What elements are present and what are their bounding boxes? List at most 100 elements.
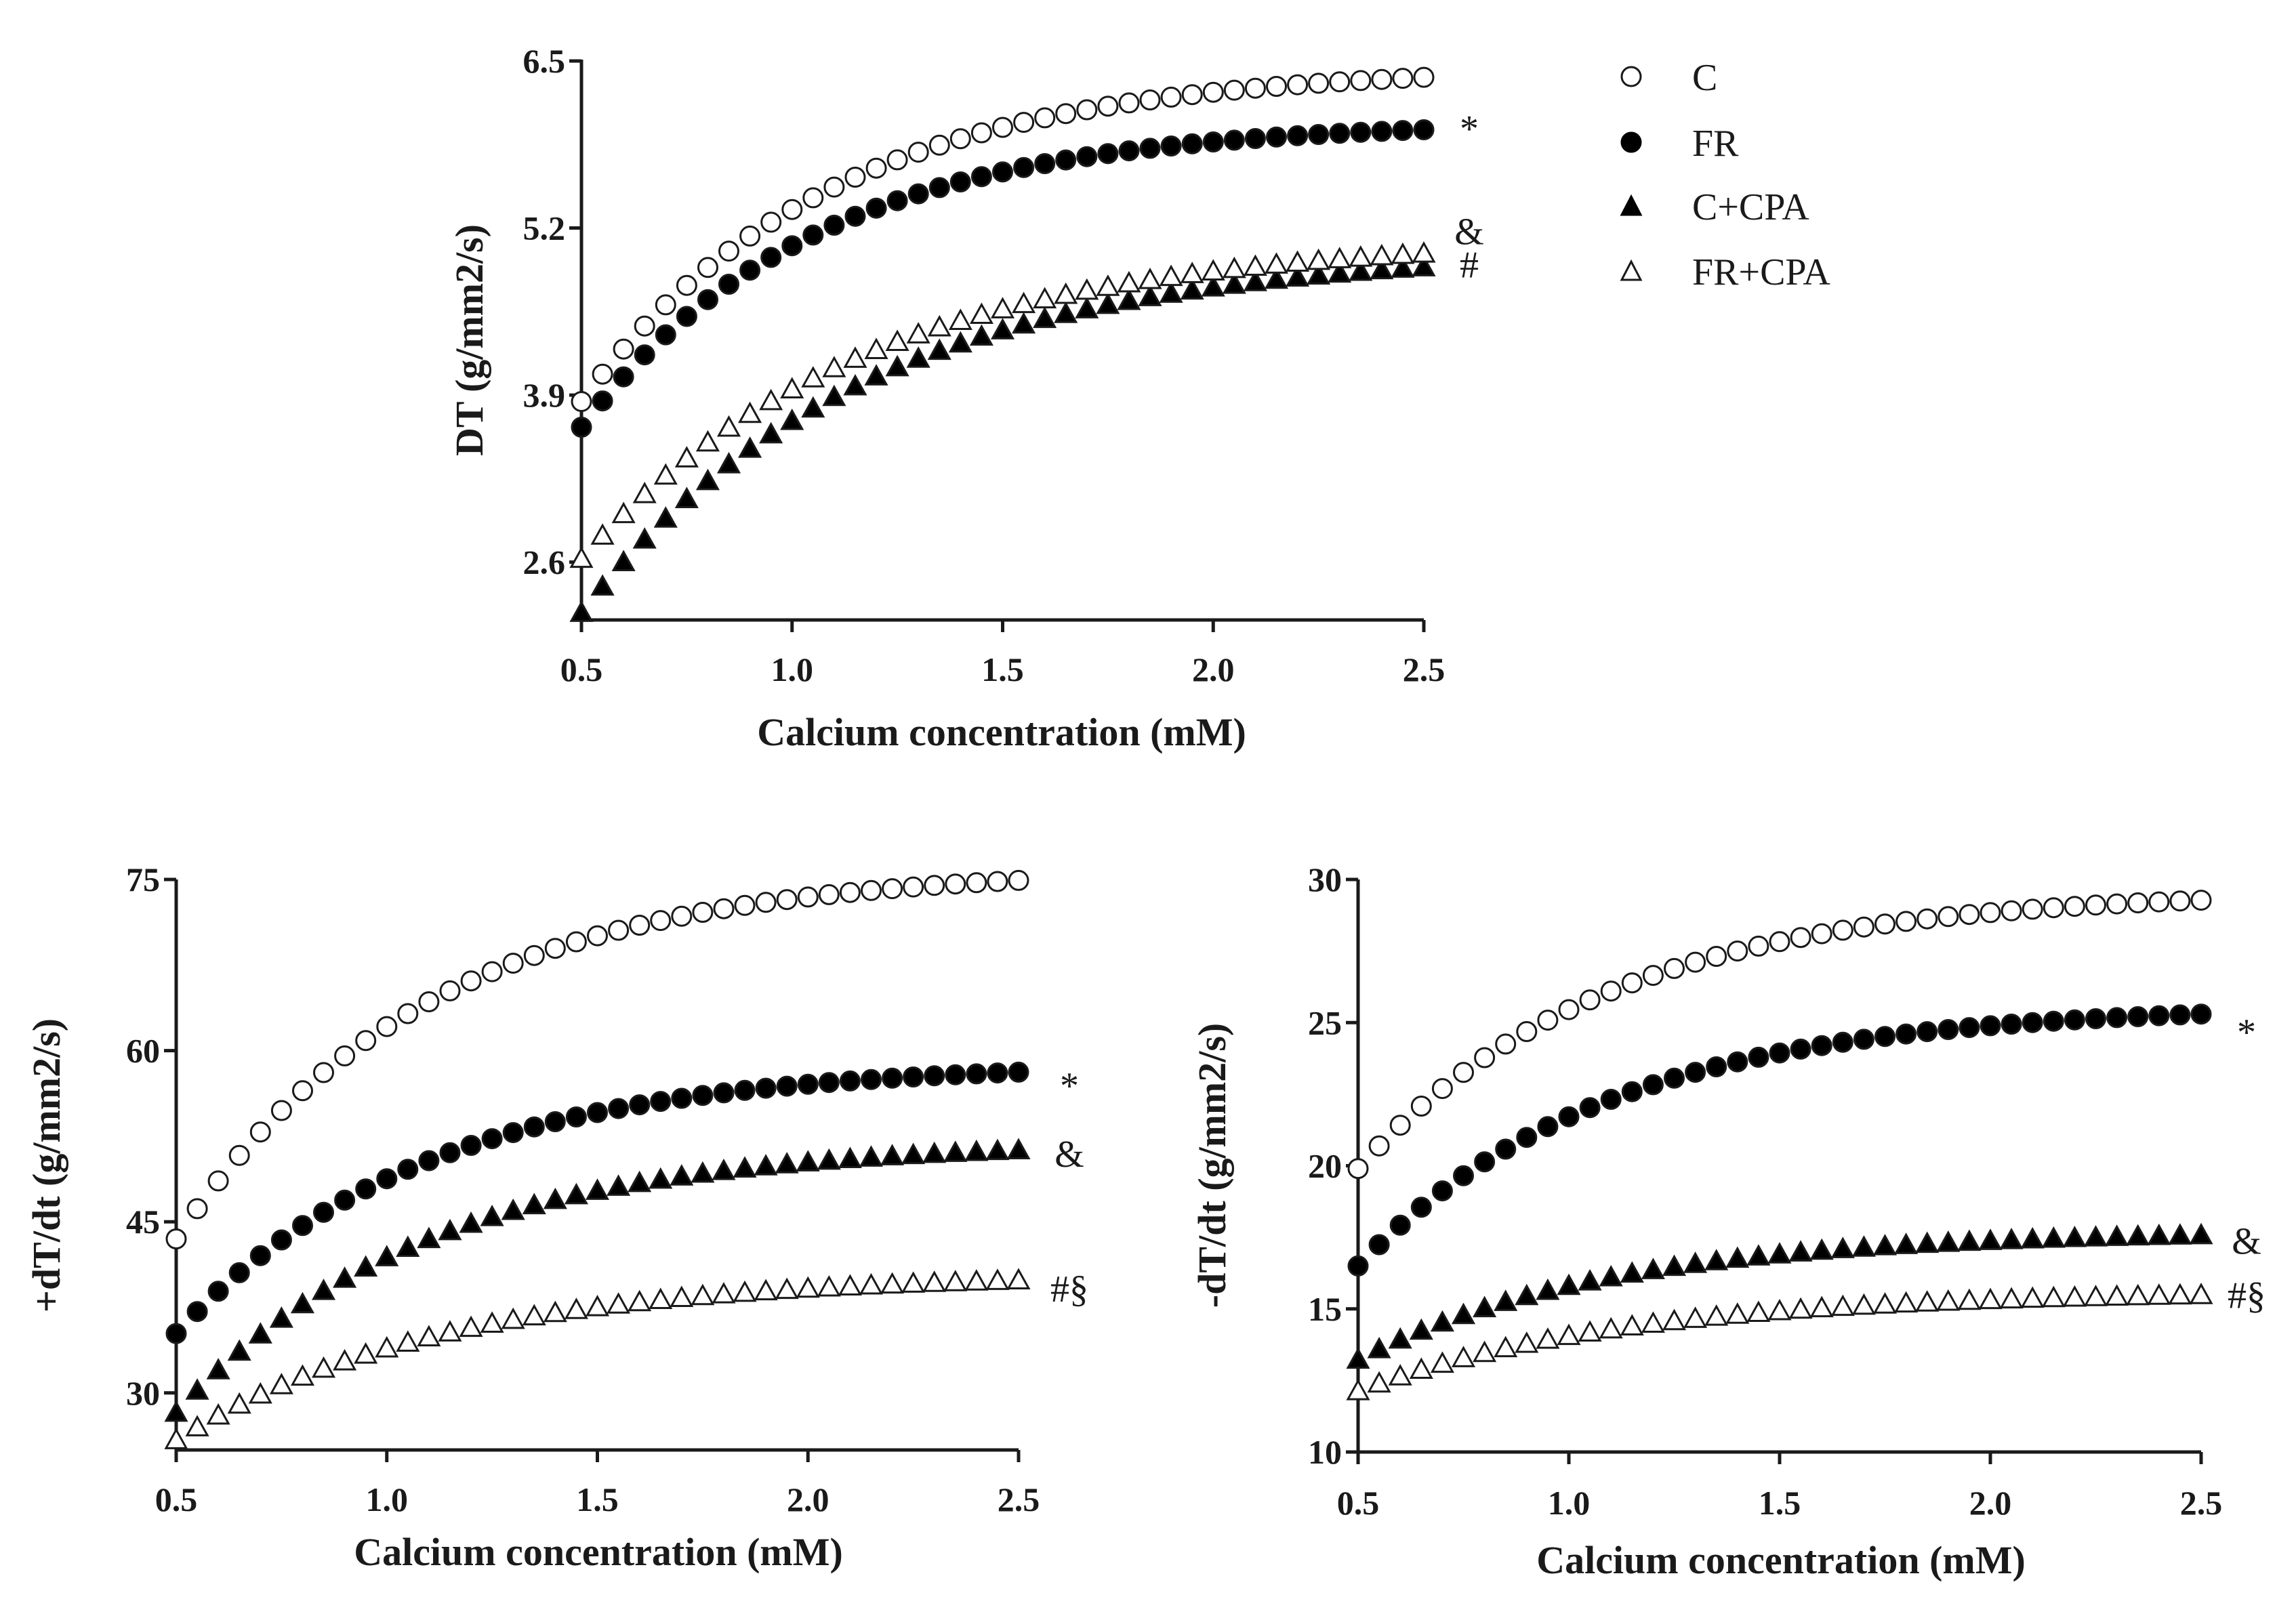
- data-point-triangle-filled: [2020, 1226, 2045, 1249]
- data-point-circle-filled: [1350, 121, 1372, 143]
- data-point-circle-open: [970, 122, 992, 144]
- data-point-circle-open: [992, 117, 1013, 138]
- data-point-circle-filled: [697, 289, 718, 310]
- data-point-triangle-filled: [1704, 1249, 1729, 1270]
- y-tick-label: 20: [1308, 1147, 1342, 1185]
- data-point-circle-open: [713, 898, 735, 919]
- data-point-triangle-filled: [2126, 1224, 2150, 1246]
- data-point-circle-filled: [713, 1082, 735, 1104]
- data-point-triangle-open: [543, 1300, 567, 1323]
- data-point-triangle-filled: [859, 1145, 884, 1167]
- data-point-triangle-open: [206, 1403, 230, 1425]
- y-tick-label: 60: [126, 1032, 160, 1070]
- data-point-circle-open: [718, 241, 739, 262]
- data-point-circle-open: [1266, 76, 1287, 97]
- data-point-triangle-open: [1620, 1314, 1644, 1335]
- data-point-circle-filled: [1008, 1061, 1029, 1083]
- data-point-triangle-filled: [985, 1138, 1010, 1161]
- data-point-triangle-open: [354, 1342, 378, 1364]
- data-point-circle-filled: [1832, 1031, 1853, 1053]
- legend-label: C+CPA: [1692, 186, 1809, 228]
- data-point-triangle-filled: [1957, 1229, 1982, 1251]
- data-point-circle-open: [1389, 1115, 1411, 1136]
- data-point-circle-open: [481, 961, 503, 982]
- annotation-group: * & #§: [1050, 1065, 1088, 1310]
- data-point-circle-open: [924, 875, 945, 896]
- data-point-circle-filled: [2001, 1014, 2022, 1035]
- data-point-triangle-filled: [670, 1164, 694, 1186]
- data-point-circle-open: [249, 1121, 271, 1143]
- x-tick-label: 1.5: [981, 650, 1024, 688]
- data-point-triangle-filled: [459, 1211, 483, 1233]
- data-point-triangle-open: [885, 329, 909, 351]
- data-point-triangle-open: [1767, 1298, 1792, 1321]
- data-point-circle-filled: [1223, 129, 1245, 151]
- significance-marker: *: [2237, 1012, 2256, 1054]
- data-point-circle-open: [1685, 951, 1706, 973]
- data-point-triangle-open: [375, 1335, 399, 1358]
- data-point-circle-filled: [608, 1098, 630, 1119]
- data-point-triangle-filled: [1494, 1289, 1518, 1311]
- data-point-triangle-filled: [569, 600, 594, 622]
- significance-marker: &: [1454, 211, 1484, 253]
- data-point-triangle-filled: [943, 1140, 968, 1162]
- data-point-circle-filled: [823, 214, 845, 236]
- data-point-circle-open: [397, 1003, 419, 1024]
- data-point-triangle-open: [1557, 1323, 1581, 1346]
- series-c: [571, 66, 1435, 413]
- data-point-triangle-open: [1367, 1371, 1391, 1393]
- data-point-circle-open: [802, 187, 824, 209]
- data-point-circle-filled: [886, 190, 908, 211]
- data-point-triangle-filled: [922, 1141, 947, 1163]
- data-point-circle-open: [1621, 972, 1643, 994]
- data-point-circle-filled: [1769, 1042, 1790, 1064]
- data-point-triangle-filled: [396, 1235, 420, 1257]
- data-point-triangle-open: [969, 302, 993, 325]
- data-point-triangle-filled: [2041, 1226, 2066, 1248]
- data-point-triangle-filled: [2168, 1223, 2192, 1245]
- data-point-circle-filled: [270, 1229, 292, 1251]
- data-point-triangle-filled: [1851, 1235, 1876, 1257]
- data-point-circle-open: [1874, 913, 1895, 935]
- data-point-circle-open: [313, 1062, 334, 1083]
- data-point-circle-open: [571, 391, 592, 413]
- data-point-circle-filled: [313, 1201, 334, 1223]
- data-point-triangle-open: [396, 1330, 420, 1352]
- data-point-triangle-open: [1704, 1304, 1729, 1326]
- data-point-circle-open: [1368, 1135, 1390, 1157]
- data-point-circle-open: [165, 1228, 187, 1249]
- data-point-triangle-open: [733, 1280, 757, 1302]
- data-point-circle-open: [1516, 1021, 1538, 1042]
- data-point-triangle-open: [985, 1268, 1010, 1290]
- data-point-triangle-filled: [738, 436, 762, 458]
- data-point-circle-filled: [1579, 1097, 1601, 1119]
- data-point-triangle-open: [632, 482, 657, 503]
- data-point-circle-filled: [186, 1301, 208, 1323]
- data-point-circle-open: [987, 871, 1008, 892]
- data-point-triangle-open: [1999, 1287, 2024, 1309]
- data-point-circle-filled: [2064, 1009, 2085, 1031]
- data-point-circle-open: [1223, 79, 1245, 101]
- data-point-triangle-open: [1307, 248, 1331, 270]
- data-point-triangle-open: [927, 314, 951, 337]
- data-point-triangle-filled: [164, 1400, 188, 1422]
- series-fr-cpa: [1346, 1283, 2213, 1401]
- data-point-triangle-filled: [759, 421, 783, 444]
- x-tick-label: 1.5: [576, 1480, 619, 1518]
- data-point-circle-filled: [418, 1150, 440, 1171]
- data-point-circle-filled: [1980, 1015, 2001, 1037]
- data-point-circle-filled: [861, 1069, 882, 1090]
- data-point-circle-open: [671, 905, 693, 927]
- data-point-triangle-filled: [1578, 1269, 1602, 1291]
- data-point-triangle-open: [480, 1311, 504, 1333]
- data-point-triangle-open: [1138, 268, 1162, 289]
- data-point-circle-open: [334, 1045, 356, 1066]
- x-tick-label: 1.0: [366, 1480, 409, 1518]
- data-point-triangle-filled: [1006, 1138, 1031, 1159]
- series-fr: [1347, 1003, 2212, 1277]
- data-point-triangle-filled: [716, 452, 741, 474]
- data-point-triangle-filled: [438, 1218, 462, 1241]
- series-fr-cpa: [164, 1268, 1031, 1449]
- data-point-triangle-open: [1409, 1357, 1433, 1380]
- data-point-triangle-open: [1180, 262, 1204, 283]
